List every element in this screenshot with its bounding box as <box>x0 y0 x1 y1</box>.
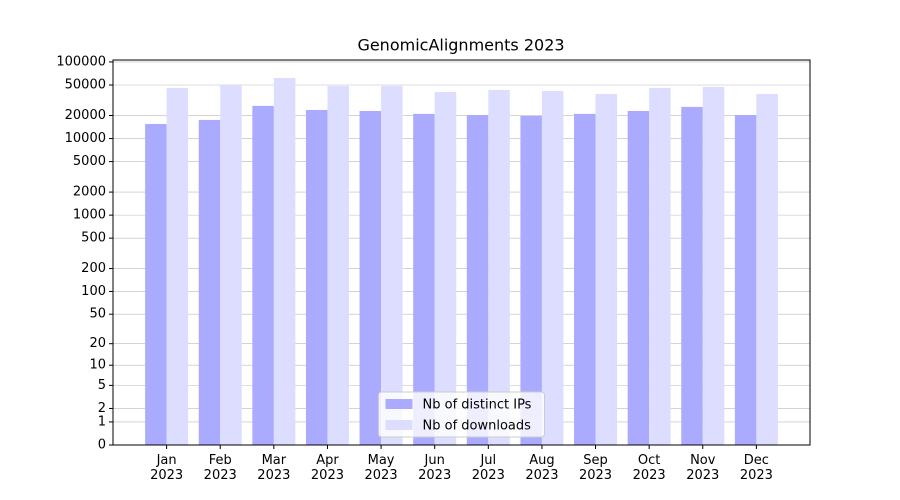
x-tick-label: Apr 2023 <box>310 453 344 483</box>
y-tick-label: 100 <box>81 284 106 299</box>
bar <box>166 87 189 445</box>
y-tick-label: 1 <box>98 414 106 429</box>
x-tick-label: Nov 2023 <box>686 453 720 483</box>
bar <box>466 114 489 445</box>
bar <box>327 85 349 445</box>
bar <box>273 77 296 445</box>
x-tick-label: Jul 2023 <box>471 453 505 483</box>
bar <box>595 93 618 446</box>
axes-frame <box>112 59 811 446</box>
legend-label: Nb of downloads <box>423 419 532 434</box>
x-tick-label: May 2023 <box>364 453 398 483</box>
y-tick-label: 0 <box>98 438 106 453</box>
bar <box>627 110 650 446</box>
x-tick-label: Mar 2023 <box>257 453 291 483</box>
bar <box>198 119 221 446</box>
x-tick-label: Oct 2023 <box>632 453 666 483</box>
x-tick-label: Sep 2023 <box>578 453 613 483</box>
y-tick-label: 20000 <box>65 108 106 123</box>
y-tick-label: 2 <box>98 401 106 416</box>
y-tick-label: 5000 <box>73 154 106 169</box>
bar <box>541 90 564 446</box>
chart-title: GenomicAlignments 2023 <box>357 36 564 55</box>
y-tick-label: 5 <box>98 378 106 393</box>
bar <box>574 113 596 445</box>
y-tick-label: 10 <box>89 358 106 373</box>
bar <box>681 106 703 445</box>
bar <box>649 87 671 445</box>
x-tick-label: Dec 2023 <box>739 453 773 483</box>
bar <box>434 91 457 446</box>
y-tick-label: 10000 <box>65 131 106 146</box>
legend-label: Nb of distinct IPs <box>423 398 532 413</box>
x-tick-label: Aug 2023 <box>525 453 559 483</box>
y-tick-label: 500 <box>81 231 106 246</box>
y-tick-label: 50000 <box>65 78 106 93</box>
bar <box>305 109 328 445</box>
y-tick-label: 100000 <box>56 54 106 69</box>
y-tick-label: 2000 <box>73 185 106 200</box>
y-tick-label: 200 <box>81 261 106 276</box>
bar <box>488 89 510 446</box>
y-tick-label: 50 <box>89 307 106 322</box>
x-tick-label: Jun 2023 <box>418 453 452 483</box>
bar <box>252 105 274 446</box>
y-tick-label: 1000 <box>73 208 106 223</box>
bar <box>381 85 403 445</box>
legend-box <box>378 391 545 438</box>
x-tick-label: Jan 2023 <box>150 453 184 483</box>
bar <box>359 110 382 446</box>
bar <box>734 114 757 445</box>
bar <box>756 93 778 446</box>
legend-swatch <box>385 420 413 430</box>
y-tick-label: 20 <box>89 336 106 351</box>
bar <box>413 113 435 445</box>
bar <box>520 115 542 445</box>
legend-swatch <box>385 399 413 409</box>
bar <box>145 123 167 445</box>
bar <box>702 86 725 445</box>
bar <box>220 84 242 445</box>
x-tick-label: Feb 2023 <box>203 453 237 483</box>
